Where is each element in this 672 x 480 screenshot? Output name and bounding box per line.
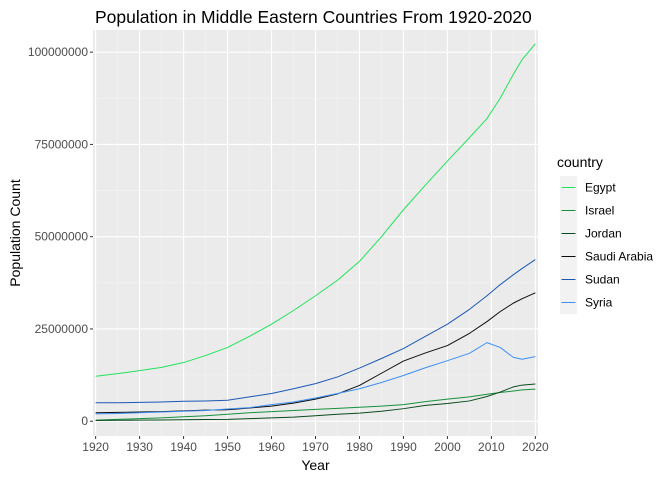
x-tick-label: 2000 (434, 440, 461, 454)
x-axis: 1920 1930 1940 1950 1960 1970 1980 1990 2000 2010… (82, 436, 549, 454)
series-line-egypt (95, 43, 536, 377)
series-line-jordan (95, 383, 536, 421)
x-tick-label: 1960 (258, 440, 285, 454)
x-tick-label: 2010 (478, 440, 505, 454)
series-line-syria (95, 342, 536, 415)
legend-label-sudan: Sudan (585, 273, 620, 287)
y-tick-label: 100000000 (28, 45, 88, 59)
grid-major (93, 30, 538, 436)
legend-label-egypt: Egypt (585, 181, 616, 195)
x-tick-label: 1920 (82, 440, 109, 454)
chart-title: Population in Middle Eastern Countries F… (95, 7, 532, 27)
y-tick-label: 75000000 (35, 137, 89, 151)
series-line-sudan (95, 259, 536, 404)
x-axis-title: Year (301, 457, 330, 473)
legend-label-jordan: Jordan (585, 227, 622, 241)
legend-label-syria: Syria (585, 296, 613, 310)
x-tick-label: 1970 (302, 440, 329, 454)
y-axis: 0 25000000 50000000 75000000 100000000 (28, 45, 93, 428)
series-line-israel (95, 388, 536, 421)
legend-label-israel: Israel (585, 204, 614, 218)
legend: country Egypt Israel Jordan Saudi Arabia Sud… (557, 154, 653, 314)
x-tick-label: 1990 (390, 440, 417, 454)
y-tick-label: 25000000 (35, 322, 89, 336)
legend-items: Egypt Israel Jordan Saudi Arabia Sudan Syria (560, 176, 653, 314)
y-tick-label: 0 (81, 414, 88, 428)
y-tick-label: 50000000 (35, 230, 89, 244)
legend-label-saudi-arabia: Saudi Arabia (585, 250, 653, 264)
series-lines (95, 43, 536, 421)
x-tick-label: 1950 (214, 440, 241, 454)
x-tick-label: 2020 (522, 440, 549, 454)
x-tick-label: 1940 (170, 440, 197, 454)
y-axis-title: Population Count (7, 179, 23, 287)
x-tick-label: 1980 (346, 440, 373, 454)
legend-title: country (557, 154, 603, 170)
x-tick-label: 1930 (126, 440, 153, 454)
